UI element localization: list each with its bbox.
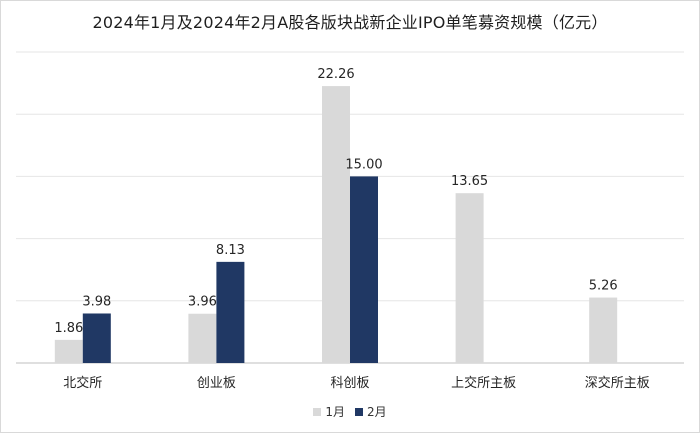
data-label: 5.26 (589, 279, 618, 294)
legend-item-series-1: 1月 (313, 403, 345, 420)
bar-2月-北交所 (82, 313, 111, 363)
bar-1月-科创板 (322, 86, 350, 363)
bar-1月-深交所主板 (589, 297, 618, 363)
bar-2月-创业板 (216, 261, 245, 363)
data-label: 13.65 (451, 174, 488, 189)
category-label: 北交所 (63, 375, 102, 391)
bars (54, 86, 618, 363)
category-label: 创业板 (197, 376, 236, 391)
category-label: 科创板 (330, 376, 369, 391)
category-label: 上交所主板 (451, 375, 516, 391)
data-label: 3.98 (82, 294, 111, 309)
data-label: 15.00 (345, 157, 382, 172)
data-label: 22.26 (317, 67, 354, 82)
data-label: 8.13 (216, 243, 245, 258)
x-axis-tick-labels: 北交所 创业板 科创板 上交所主板 深交所主板 (63, 375, 649, 391)
chart-title: 2024年1月及2024年2月A股各版块战新企业IPO单笔募资规模（亿元） (92, 13, 608, 32)
bar-1月-北交所 (54, 339, 83, 363)
legend-swatch-series-2 (355, 407, 363, 416)
category-label: 深交所主板 (585, 375, 650, 391)
data-label: 3.96 (188, 295, 217, 310)
bar-2月-科创板 (350, 176, 378, 363)
data-labels: 1.86 3.98 3.96 8.13 22.26 15.00 13.65 5.26 (54, 67, 617, 336)
data-label: 1.86 (54, 321, 83, 336)
bar-1月-上交所主板 (455, 193, 484, 363)
legend-label-series-2: 2月 (367, 405, 387, 419)
legend-swatch-series-1 (313, 407, 322, 416)
legend-item-series-2: 2月 (355, 403, 387, 420)
bar-1月-创业板 (188, 313, 217, 363)
legend: 1月 2月 (0, 403, 700, 420)
legend-label-series-1: 1月 (325, 405, 345, 419)
